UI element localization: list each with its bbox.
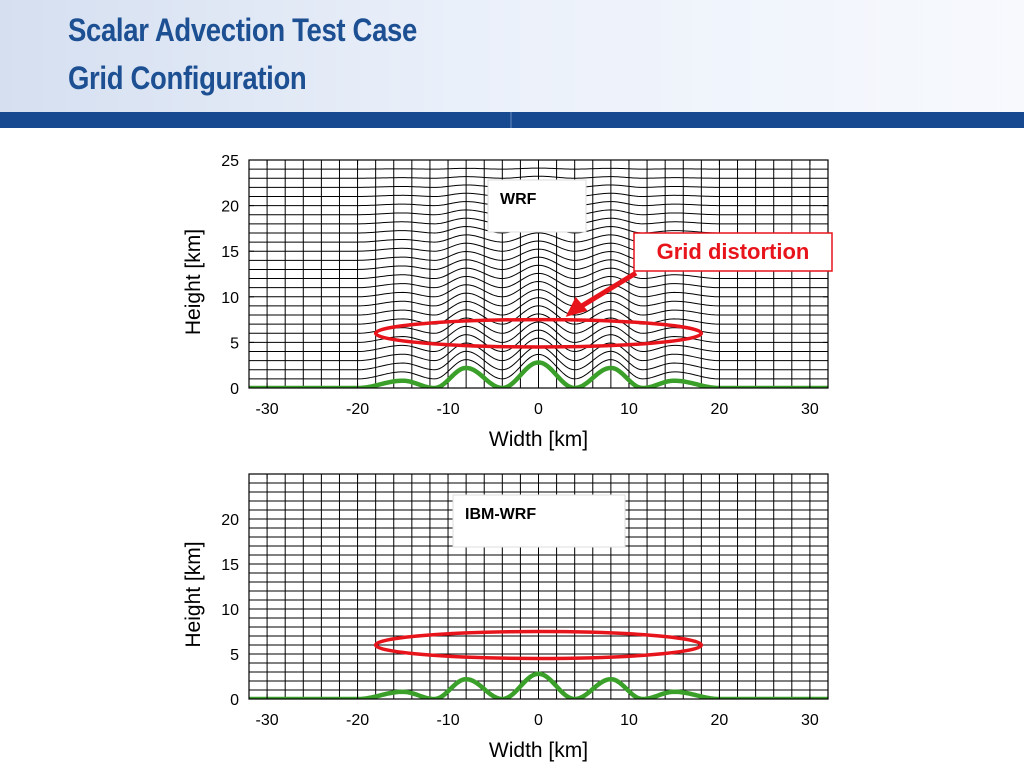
grid-line-horizontal [249,329,828,353]
y-tick-label: 0 [230,692,239,709]
x-tick-label: -30 [256,712,279,729]
grid-line-horizontal [249,167,828,170]
y-tick-label: 25 [221,153,239,170]
y-tick-label: 5 [230,647,239,664]
top-ticks [249,159,828,389]
header-band-divider [510,112,512,128]
header-band [0,112,1024,128]
x-tick-label: 0 [534,712,543,729]
top-terrain-line [249,360,828,388]
y-tick-label: 20 [221,512,239,529]
y-tick-label: 10 [221,290,239,307]
y-tick-label: 10 [221,602,239,619]
bottom-chart-panel: -30 -20 -10 0 10 20 30 0 5 10 15 20 Width [km] Height… [182,473,829,762]
grid-line-horizontal [249,289,828,307]
x-tick-label: -20 [346,712,369,729]
x-tick-label: 10 [620,401,638,418]
grid-line-horizontal [249,175,828,179]
slide-header: Scalar Advection Test Case Grid Configur… [0,0,1024,112]
grid-line-horizontal [249,353,828,380]
x-tick-label: -30 [256,401,279,418]
figure-area: -30 -20 -10 0 10 20 30 0 5 10 15 20 25 Width [km] Heig… [182,153,833,762]
top-model-label-box [487,179,587,233]
bottom-model-label-box [452,494,626,548]
top-model-label: WRF [500,191,537,208]
x-tick-label: 0 [534,401,543,418]
bottom-ticks [249,474,828,700]
x-tick-label: 20 [711,712,729,729]
top-y-axis-label: Height [km] [182,229,205,335]
x-tick-label: 20 [711,401,729,418]
slide-title-line-1: Scalar Advection Test Case [68,12,417,48]
x-tick-label: -10 [436,401,459,418]
y-tick-label: 20 [221,199,239,216]
grid-line-horizontal [249,337,828,362]
top-callout-arrow-head [565,296,588,317]
grid-line-horizontal [249,272,828,289]
grid-line-horizontal [249,264,828,280]
top-callout-arrow-shaft [571,270,638,314]
bottom-model-label: IBM-WRF [465,506,536,523]
x-tick-label: 10 [620,712,638,729]
y-tick-label: 15 [221,557,239,574]
grid-line-horizontal [249,321,828,343]
top-callout-box [633,232,833,272]
grid-line-horizontal [249,305,828,325]
x-tick-label: 30 [801,401,819,418]
bottom-highlight-ellipse [373,629,704,661]
x-tick-label: 30 [801,712,819,729]
top-chart-panel: -30 -20 -10 0 10 20 30 0 5 10 15 20 25 Width [km] Heig… [182,153,833,451]
grid-line-horizontal [249,280,828,298]
y-tick-label: 15 [221,244,239,261]
grid-line-horizontal [249,297,828,316]
top-highlight-ellipse [373,317,704,349]
bottom-terrain-line [249,671,828,699]
slide-title-line-2: Grid Configuration [68,60,307,96]
bottom-x-axis-label: Width [km] [489,739,588,762]
y-tick-label: 0 [230,381,239,398]
bottom-y-axis-label: Height [km] [182,541,205,647]
top-x-axis-label: Width [km] [489,428,588,451]
x-tick-label: -20 [346,401,369,418]
x-tick-label: -10 [436,712,459,729]
grid-line-horizontal [249,313,828,334]
top-callout-text: Grid distortion [657,239,810,264]
y-tick-label: 5 [230,335,239,352]
